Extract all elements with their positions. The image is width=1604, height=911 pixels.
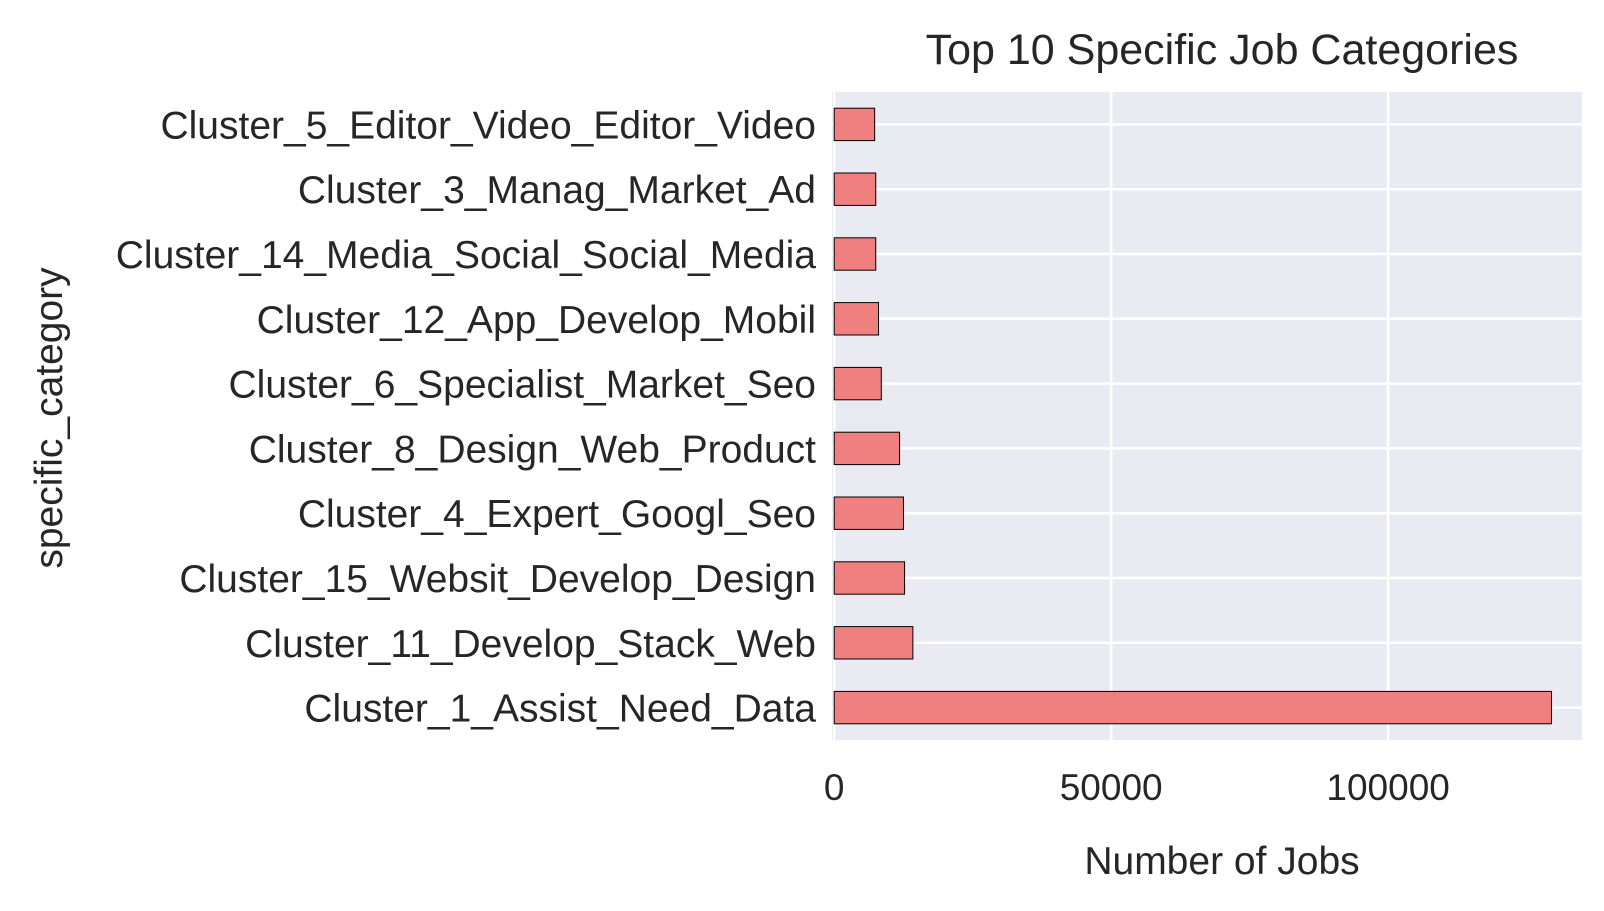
y-tick-label-0: Cluster_5_Editor_Video_Editor_Video	[160, 104, 816, 147]
y-tick-label-4: Cluster_6_Specialist_Market_Seo	[229, 364, 816, 407]
bar-Cluster_15_Websit_Develop_Design	[833, 561, 906, 595]
bar-Cluster_12_App_Develop_Mobil	[833, 302, 880, 336]
x-tick-labels: 0 50000 100000	[824, 767, 1450, 808]
bar-Cluster_1_Assist_Need_Data	[833, 690, 1553, 725]
y-tick-label-6: Cluster_4_Expert_Googl_Seo	[298, 493, 816, 536]
y-tick-labels: Cluster_5_Editor_Video_Editor_Video Clust…	[116, 104, 817, 730]
chart-title: Top 10 Specific Job Categories	[926, 26, 1519, 74]
y-axis-label: specific_category	[28, 267, 71, 569]
grid-lines	[832, 92, 1582, 740]
bar-Cluster_5_Editor_Video_Editor_Video	[833, 107, 876, 142]
bar-Cluster_8_Design_Web_Product	[833, 431, 901, 466]
bar-Cluster_3_Manag_Market_Ad	[833, 172, 877, 206]
x-tick-label-1: 50000	[1060, 767, 1163, 808]
y-tick-label-9: Cluster_1_Assist_Need_Data	[304, 688, 816, 731]
x-tick-label-0: 0	[824, 767, 845, 808]
bar-Cluster_6_Specialist_Market_Seo	[833, 366, 882, 401]
x-axis-label: Number of Jobs	[1084, 840, 1359, 883]
x-tick-label-2: 100000	[1326, 767, 1449, 808]
y-tick-label-3: Cluster_12_App_Develop_Mobil	[257, 299, 816, 342]
bar-Cluster_14_Media_Social_Social_Media	[833, 237, 877, 271]
bars	[833, 107, 1553, 725]
y-tick-label-5: Cluster_8_Design_Web_Product	[249, 428, 816, 471]
y-tick-label-7: Cluster_15_Websit_Develop_Design	[179, 558, 816, 601]
bar-Cluster_4_Expert_Googl_Seo	[833, 496, 904, 530]
bar-Cluster_11_Develop_Stack_Web	[833, 626, 914, 660]
y-tick-label-1: Cluster_3_Manag_Market_Ad	[298, 169, 816, 212]
plot-area	[832, 92, 1582, 740]
y-tick-label-2: Cluster_14_Media_Social_Social_Media	[116, 234, 817, 277]
y-tick-label-8: Cluster_11_Develop_Stack_Web	[245, 623, 816, 666]
